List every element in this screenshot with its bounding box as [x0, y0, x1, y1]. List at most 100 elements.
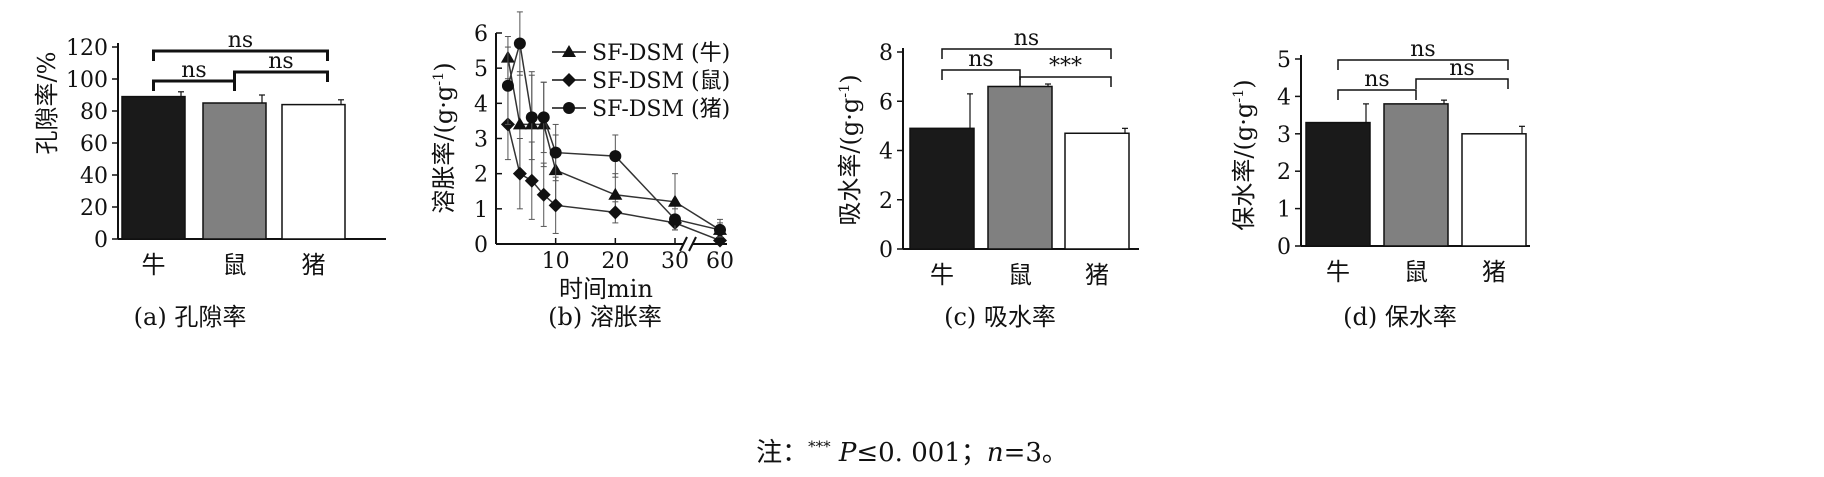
significance-label: ns	[1410, 37, 1435, 62]
note-prefix: 注：	[756, 438, 809, 468]
y-axis-label-end: )	[430, 62, 458, 71]
circle-marker	[549, 146, 562, 159]
triangle-marker	[512, 117, 527, 130]
circle-marker	[714, 223, 726, 236]
diamond-marker	[562, 73, 576, 87]
note-tail: =3。	[1003, 438, 1068, 468]
x-category-label: 鼠	[1008, 261, 1032, 289]
y-tick-label: 100	[66, 68, 108, 93]
y-tick-label: 2	[474, 163, 488, 188]
y-tick-label: 2	[1277, 160, 1291, 185]
y-axis-label-sup: -1	[431, 72, 447, 86]
bar-牛	[909, 127, 975, 250]
x-tick-label: 10	[542, 249, 570, 274]
circle-marker	[563, 102, 575, 114]
y-tick-label: 60	[80, 132, 108, 157]
x-category-label: 牛	[930, 261, 954, 289]
significance-label: ***	[1049, 54, 1082, 79]
diamond-marker	[536, 187, 551, 202]
y-tick-label: 0	[94, 228, 108, 253]
y-tick-label: 0	[474, 233, 488, 258]
triangle-marker	[668, 194, 682, 207]
x-category-label: 鼠	[223, 251, 247, 279]
diamond-marker	[548, 198, 563, 213]
significance-label: ns	[968, 47, 993, 72]
bar-猪	[1064, 132, 1130, 250]
y-tick-label: 5	[1277, 48, 1291, 73]
bar-牛	[121, 95, 186, 240]
significance-label: ns	[1364, 67, 1389, 92]
note-stars: ***	[808, 437, 831, 456]
chart-panel-b: 0 1 2 3 4 5 6 10 20 30 60 时间min 溶胀率/(g·g-1) SF-DSM (牛…	[430, 11, 734, 331]
series-diamond: SF-DSM (鼠)	[500, 69, 730, 248]
x-category-label: 猪	[1085, 261, 1109, 289]
circle-marker	[525, 111, 538, 124]
x-category-label: 牛	[142, 251, 166, 279]
bar-鼠	[202, 102, 267, 240]
y-axis-label: 孔隙率/%	[33, 52, 61, 155]
circle-marker	[609, 150, 622, 163]
y-axis-label-text: 吸水率/(g·g	[836, 98, 864, 226]
series-circle: SF-DSM (猪)	[501, 11, 730, 238]
significance-bracket	[1337, 59, 1509, 70]
significance-bracket	[1019, 76, 1112, 87]
bar-猪	[1461, 133, 1527, 247]
bar-鼠	[987, 85, 1053, 250]
x-category-label: 猪	[1482, 258, 1506, 286]
panel-caption: (c) 吸水率	[944, 303, 1056, 331]
y-tick-label: 1	[1277, 198, 1291, 223]
bar-牛	[1305, 121, 1371, 247]
chart-panel-a: 020406080100120孔隙率/%牛鼠猪ns nsns(a) 孔隙率	[33, 28, 386, 331]
legend-label: SF-DSM (猪)	[592, 97, 730, 122]
y-tick-label: 120	[66, 36, 108, 61]
y-tick-label: 2	[879, 189, 893, 214]
bar-猪	[281, 103, 346, 240]
circle-marker	[501, 79, 514, 92]
triangle-marker	[608, 187, 623, 200]
significance-label: ns	[228, 28, 253, 53]
significance-bracket	[233, 70, 329, 82]
axis-break-mark	[679, 236, 688, 252]
x-tick-label: 20	[601, 249, 629, 274]
diamond-marker	[713, 233, 727, 248]
triangle-marker	[562, 45, 576, 57]
axis-break-mark	[688, 236, 697, 252]
y-axis-label: 吸水率/(g·g-1)	[836, 74, 864, 225]
significance-bracket	[941, 48, 1112, 59]
x-tick-label: 60	[706, 249, 734, 274]
series-line	[507, 43, 721, 231]
significance-bracket	[1415, 78, 1509, 89]
significance-bracket	[941, 69, 1021, 80]
y-tick-label: 4	[1277, 85, 1291, 110]
y-tick-label: 5	[474, 57, 488, 82]
bar-鼠	[1383, 103, 1449, 247]
y-tick-label: 6	[474, 22, 488, 47]
y-axis-label: 溶胀率/(g·g-1)	[430, 62, 458, 213]
significance-bracket	[152, 79, 236, 91]
significance-label: ns	[1014, 26, 1039, 51]
legend-label: SF-DSM (鼠)	[592, 69, 730, 94]
y-axis-label-text: 保水率/(g·g	[1230, 103, 1258, 231]
circle-marker	[537, 111, 550, 124]
significance-bracket	[152, 49, 329, 61]
y-tick-label: 40	[80, 164, 108, 189]
note-p: P	[838, 438, 857, 468]
figure-note: 注：*** P≤0. 001；n=3。	[0, 432, 1824, 469]
significance-label: ns	[268, 49, 293, 74]
legend-label: SF-DSM (牛)	[592, 41, 730, 66]
y-tick-label: 0	[879, 238, 893, 263]
y-tick-label: 20	[80, 196, 108, 221]
y-tick-label: 0	[1277, 235, 1291, 260]
y-axis-label-end: )	[1230, 79, 1258, 88]
y-axis-label-sup: -1	[1231, 89, 1247, 103]
y-axis-label-text: 孔隙率/%	[33, 52, 61, 155]
y-tick-label: 1	[474, 198, 488, 223]
diamond-marker	[524, 173, 539, 188]
y-tick-label: 80	[80, 100, 108, 125]
chart-panel-c: 0 2 4 6 8 吸水率/(g·g-1) 牛 鼠 猪 ns *** ns (c) 吸水率	[836, 26, 1139, 331]
panel-caption: (b) 溶胀率	[548, 303, 662, 331]
series-triangle: SF-DSM (牛)	[500, 36, 730, 241]
chart-panel-d: 012345保水率/(g·g-1)牛鼠猪ns nsns(d) 保水率	[1230, 37, 1530, 331]
y-axis-label-end: )	[836, 74, 864, 83]
note-text: ≤0. 001；	[856, 438, 987, 468]
